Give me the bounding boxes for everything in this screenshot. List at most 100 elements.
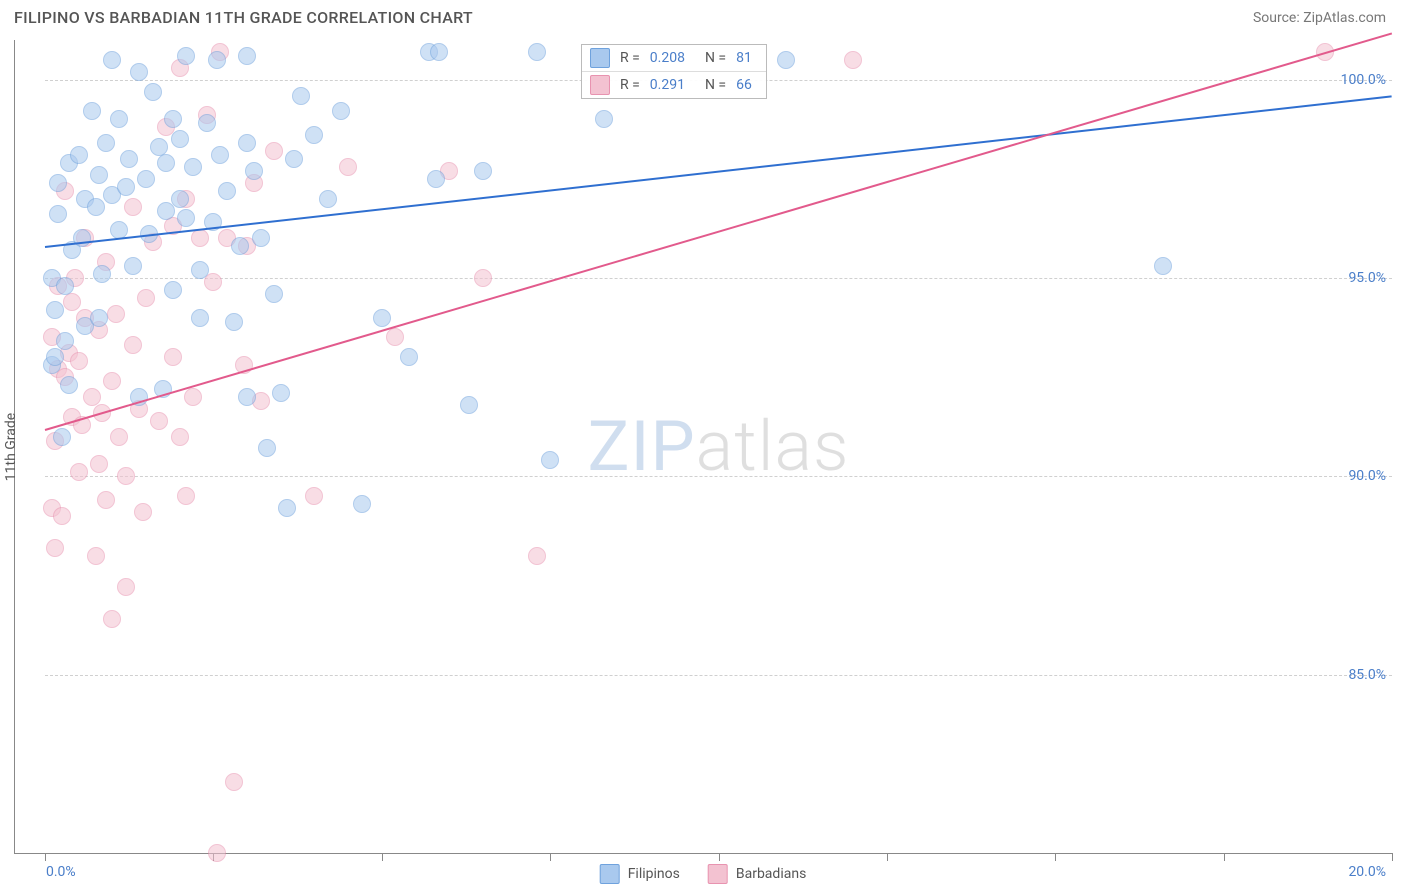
data-point-barbadians: [46, 539, 64, 557]
data-point-filipinos: [238, 134, 256, 152]
gridline: [45, 675, 1392, 676]
data-point-filipinos: [191, 309, 209, 327]
x-axis-start-label: 0.0%: [46, 864, 76, 880]
data-point-filipinos: [90, 309, 108, 327]
data-point-filipinos: [56, 277, 74, 295]
data-point-barbadians: [90, 455, 108, 473]
data-point-filipinos: [265, 285, 283, 303]
data-point-filipinos: [83, 102, 101, 120]
data-point-filipinos: [427, 170, 445, 188]
data-point-filipinos: [171, 190, 189, 208]
legend-r-value: 0.291: [650, 77, 685, 93]
gridline: [45, 476, 1392, 477]
data-point-filipinos: [90, 166, 108, 184]
chart-header: FILIPINO VS BARBADIAN 11TH GRADE CORRELA…: [0, 0, 1406, 35]
data-point-filipinos: [1154, 257, 1172, 275]
data-point-filipinos: [231, 237, 249, 255]
data-point-filipinos: [272, 384, 290, 402]
data-point-filipinos: [177, 209, 195, 227]
legend-r-value: 0.208: [650, 50, 685, 66]
legend-item: Filipinos: [600, 864, 680, 884]
data-point-filipinos: [285, 150, 303, 168]
legend-swatch-icon: [590, 48, 610, 68]
data-point-barbadians: [191, 229, 209, 247]
data-point-barbadians: [103, 610, 121, 628]
data-point-barbadians: [184, 388, 202, 406]
x-tick: [1224, 853, 1225, 861]
data-point-barbadians: [63, 293, 81, 311]
legend-row: R =0.208N =81: [582, 45, 766, 71]
data-point-filipinos: [137, 170, 155, 188]
data-point-filipinos: [46, 301, 64, 319]
x-axis-end-label: 20.0%: [1348, 864, 1386, 880]
data-point-barbadians: [137, 289, 155, 307]
data-point-filipinos: [332, 102, 350, 120]
data-point-barbadians: [305, 487, 323, 505]
data-point-filipinos: [177, 47, 195, 65]
data-point-filipinos: [292, 87, 310, 105]
data-point-barbadians: [204, 273, 222, 291]
data-point-filipinos: [73, 229, 91, 247]
y-tick-label: 90.0%: [1348, 468, 1386, 484]
legend-n-value: 81: [736, 50, 752, 66]
legend-swatch-icon: [708, 864, 728, 884]
data-point-barbadians: [107, 305, 125, 323]
data-point-filipinos: [117, 178, 135, 196]
data-point-filipinos: [373, 309, 391, 327]
data-point-filipinos: [46, 348, 64, 366]
data-point-barbadians: [124, 198, 142, 216]
data-point-barbadians: [134, 503, 152, 521]
x-tick: [382, 853, 383, 861]
data-point-barbadians: [528, 547, 546, 565]
legend-r-label: R =: [620, 50, 640, 66]
data-point-barbadians: [225, 773, 243, 791]
legend-r-label: R =: [620, 77, 640, 93]
data-point-filipinos: [211, 146, 229, 164]
data-point-filipinos: [164, 281, 182, 299]
data-point-filipinos: [110, 110, 128, 128]
correlation-legend: R =0.208N =81R =0.291N =66: [581, 44, 767, 99]
y-tick-label: 85.0%: [1348, 667, 1386, 683]
data-point-filipinos: [319, 190, 337, 208]
data-point-barbadians: [117, 578, 135, 596]
data-point-filipinos: [460, 396, 478, 414]
x-tick: [1055, 853, 1056, 861]
legend-swatch-icon: [590, 75, 610, 95]
data-point-barbadians: [110, 428, 128, 446]
chart-title: FILIPINO VS BARBADIAN 11TH GRADE CORRELA…: [14, 8, 473, 27]
data-point-barbadians: [844, 51, 862, 69]
plot-area: 85.0%90.0%95.0%100.0% ZIPatlas R =0.208N…: [45, 40, 1392, 853]
data-point-filipinos: [208, 51, 226, 69]
chart-frame: 11th Grade 85.0%90.0%95.0%100.0% ZIPatla…: [14, 40, 1392, 854]
data-point-filipinos: [49, 174, 67, 192]
legend-series-label: Barbadians: [736, 866, 806, 882]
data-point-filipinos: [124, 257, 142, 275]
data-point-barbadians: [164, 348, 182, 366]
gridline: [45, 278, 1392, 279]
data-point-filipinos: [400, 348, 418, 366]
data-point-barbadians: [339, 158, 357, 176]
data-point-barbadians: [83, 388, 101, 406]
legend-swatch-icon: [600, 864, 620, 884]
data-point-barbadians: [177, 487, 195, 505]
data-point-barbadians: [171, 428, 189, 446]
data-point-filipinos: [474, 162, 492, 180]
legend-row: R =0.291N =66: [582, 71, 766, 98]
data-point-filipinos: [93, 265, 111, 283]
data-point-barbadians: [117, 467, 135, 485]
data-point-filipinos: [305, 126, 323, 144]
data-point-filipinos: [53, 428, 71, 446]
data-point-filipinos: [157, 154, 175, 172]
data-point-filipinos: [528, 43, 546, 61]
y-tick-label: 100.0%: [1341, 72, 1386, 88]
data-point-filipinos: [171, 130, 189, 148]
data-point-filipinos: [120, 150, 138, 168]
data-point-barbadians: [124, 336, 142, 354]
data-point-filipinos: [70, 146, 88, 164]
data-point-filipinos: [198, 114, 216, 132]
x-tick: [887, 853, 888, 861]
data-point-filipinos: [97, 134, 115, 152]
source-label: Source: ZipAtlas.com: [1253, 10, 1386, 26]
data-point-filipinos: [60, 376, 78, 394]
data-point-filipinos: [541, 451, 559, 469]
